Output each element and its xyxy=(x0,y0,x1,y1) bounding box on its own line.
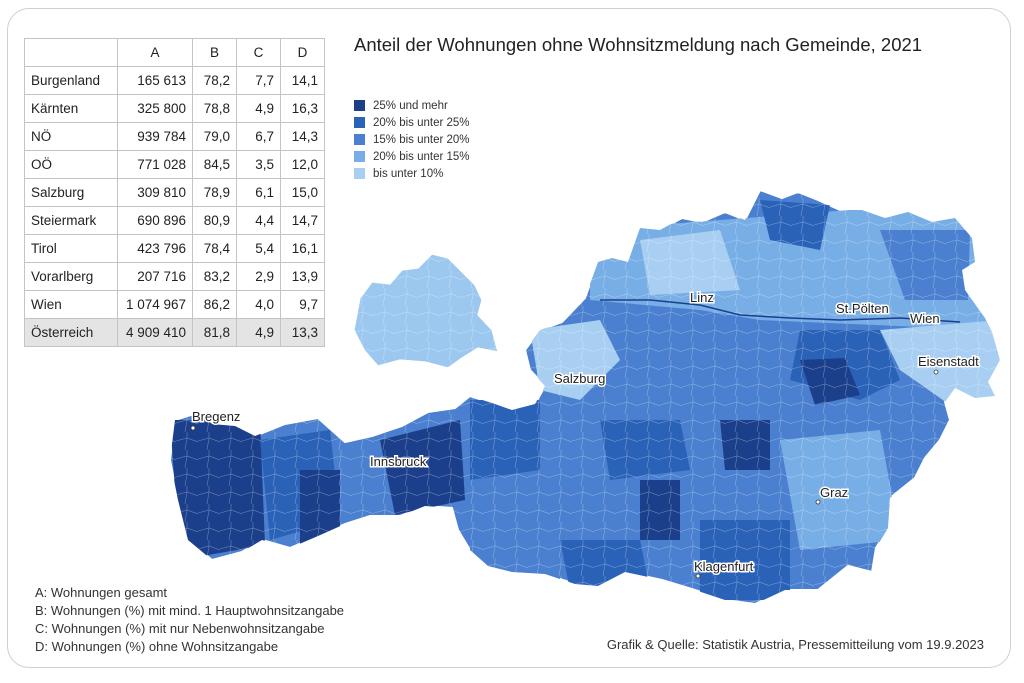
city-marker xyxy=(695,573,701,579)
city-labels: Bregenz Innsbruck Salzburg Linz St.Pölte… xyxy=(190,289,981,579)
map-legend: 25% und mehr 20% bis unter 25% 15% bis u… xyxy=(354,97,470,182)
legend-label: bis unter 10% xyxy=(373,167,444,180)
legend-item: 20% bis unter 15% xyxy=(354,148,470,165)
table-header-c: C xyxy=(236,38,281,67)
value-a: 309 810 xyxy=(117,178,193,207)
vienna-inset-districts xyxy=(354,254,498,368)
city-label-innsbruck: Innsbruck xyxy=(370,454,427,469)
total-a: 4 909 410 xyxy=(117,318,193,347)
value-b: 79,0 xyxy=(192,122,237,151)
legend-swatch xyxy=(354,151,365,162)
city-label-eisenstadt: Eisenstadt xyxy=(918,354,979,369)
legend-label: 20% bis unter 15% xyxy=(373,150,470,163)
state-name: Burgenland xyxy=(24,66,118,95)
total-c: 4,9 xyxy=(236,318,281,347)
legend-swatch xyxy=(354,168,365,179)
table-header-a: A xyxy=(117,38,193,67)
note-c: C: Wohnungen (%) mit nur Nebenwohnsitzan… xyxy=(35,621,325,636)
value-a: 939 784 xyxy=(117,122,193,151)
state-name: OÖ xyxy=(24,150,118,179)
state-name: Wien xyxy=(24,290,118,319)
state-name: Tirol xyxy=(24,234,118,263)
value-a: 207 716 xyxy=(117,262,193,291)
note-b: B: Wohnungen (%) mit mind. 1 Hauptwohnsi… xyxy=(35,603,345,618)
table-total-row: Österreich 4 909 410 81,8 4,9 13,3 xyxy=(24,318,325,347)
city-marker xyxy=(815,499,821,505)
legend-label: 15% bis unter 20% xyxy=(373,133,470,146)
table-row: Vorarlberg 207 716 83,2 2,9 13,9 xyxy=(24,262,325,291)
city-label-graz: Graz xyxy=(820,485,848,500)
total-d: 13,3 xyxy=(280,318,325,347)
city-label-bregenz: Bregenz xyxy=(192,409,240,424)
table-row: Salzburg 309 810 78,9 6,1 15,0 xyxy=(24,178,325,207)
state-name: Vorarlberg xyxy=(24,262,118,291)
map-title: Anteil der Wohnungen ohne Wohnsitzmeldun… xyxy=(354,34,923,55)
table-row: Burgenland 165 613 78,2 7,7 14,1 xyxy=(24,66,325,95)
municipality-patches xyxy=(170,190,1000,604)
value-c: 6,1 xyxy=(236,178,281,207)
table-row: Kärnten 325 800 78,8 4,9 16,3 xyxy=(24,94,325,123)
table-row: Steiermark 690 896 80,9 4,4 14,7 xyxy=(24,206,325,235)
source-note: Grafik & Quelle: Statistik Austria, Pres… xyxy=(606,637,984,652)
austria-choropleth xyxy=(169,189,1001,605)
value-a: 1 074 967 xyxy=(117,290,193,319)
table-header-d: D xyxy=(280,38,325,67)
value-c: 4,0 xyxy=(236,290,281,319)
city-label-klagenfurt: Klagenfurt xyxy=(694,559,754,574)
city-marker xyxy=(190,425,196,431)
city-label-st-poelten: St.Pölten xyxy=(836,301,889,316)
table-row: OÖ 771 028 84,5 3,5 12,0 xyxy=(24,150,325,179)
legend-swatch xyxy=(354,134,365,145)
note-a: A: Wohnungen gesamt xyxy=(35,585,168,600)
value-c: 6,7 xyxy=(236,122,281,151)
legend-item: 25% und mehr xyxy=(354,97,470,114)
table-row: Tirol 423 796 78,4 5,4 16,1 xyxy=(24,234,325,263)
legend-swatch xyxy=(354,117,365,128)
danube-river xyxy=(600,299,961,323)
city-label-linz: Linz xyxy=(690,290,714,305)
city-marker xyxy=(933,369,939,375)
value-b: 78,9 xyxy=(192,178,237,207)
city-label-salzburg: Salzburg xyxy=(554,371,605,386)
state-name: Kärnten xyxy=(24,94,118,123)
municipality-borders xyxy=(170,190,1000,604)
table-row: Wien 1 074 967 86,2 4,0 9,7 xyxy=(24,290,325,319)
legend-swatch xyxy=(354,100,365,111)
vienna-inset xyxy=(353,253,499,369)
city-label-wien: Wien xyxy=(910,311,940,326)
value-a: 165 613 xyxy=(117,66,193,95)
value-d: 16,1 xyxy=(280,234,325,263)
value-d: 13,9 xyxy=(280,262,325,291)
total-name: Österreich xyxy=(24,318,118,347)
value-d: 15,0 xyxy=(280,178,325,207)
legend-item: 15% bis unter 20% xyxy=(354,131,470,148)
value-a: 771 028 xyxy=(117,150,193,179)
value-c: 4,9 xyxy=(236,94,281,123)
legend-label: 20% bis unter 25% xyxy=(373,116,470,129)
value-b: 78,4 xyxy=(192,234,237,263)
value-b: 84,5 xyxy=(192,150,237,179)
column-notes: A: Wohnungen gesamt B: Wohnungen (%) mit… xyxy=(35,584,344,656)
legend-item: bis unter 10% xyxy=(354,165,470,182)
value-c: 3,5 xyxy=(236,150,281,179)
value-d: 14,7 xyxy=(280,206,325,235)
table-row: NÖ 939 784 79,0 6,7 14,3 xyxy=(24,122,325,151)
value-b: 78,2 xyxy=(192,66,237,95)
legend-label: 25% und mehr xyxy=(373,99,448,112)
statistics-table: A B C D Burgenland 165 613 78,2 7,7 14,1… xyxy=(24,38,325,347)
value-d: 16,3 xyxy=(280,94,325,123)
legend-item: 20% bis unter 25% xyxy=(354,114,470,131)
note-d: D: Wohnungen (%) ohne Wohnsitzangabe xyxy=(35,639,279,654)
